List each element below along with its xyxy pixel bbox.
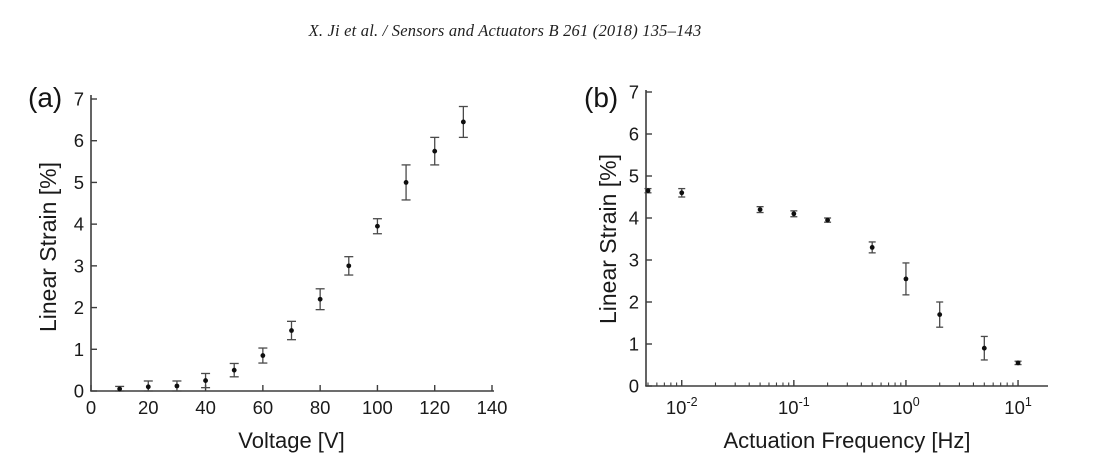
- x-tick-label: 10-1: [778, 395, 810, 418]
- data-point: [791, 211, 797, 217]
- y-tick-label: 1: [74, 339, 84, 360]
- y-tick-label: 4: [74, 214, 84, 235]
- y-tick-label: 5: [629, 166, 639, 187]
- y-tick-label: 0: [629, 376, 639, 397]
- data-point: [432, 148, 438, 154]
- x-tick-label: 40: [195, 397, 216, 418]
- y-tick-label: 7: [629, 82, 639, 103]
- x-tick-label: 10-2: [666, 395, 698, 418]
- panel-b-label: (b): [584, 82, 619, 113]
- data-point: [375, 223, 380, 229]
- y-tick-label: 3: [629, 250, 639, 271]
- data-point: [231, 367, 237, 373]
- series-strain-vs-voltage: [115, 105, 468, 392]
- x-tick-label: 120: [419, 397, 450, 418]
- data-point: [203, 378, 208, 383]
- y-tick-label: 6: [629, 124, 639, 145]
- x-tick-label: 100: [892, 395, 920, 418]
- x-tick-label: 101: [1004, 395, 1032, 418]
- x-tick-label: 140: [477, 397, 508, 418]
- data-point: [403, 180, 409, 185]
- data-point: [903, 276, 909, 282]
- x-tick-label: 100: [362, 397, 393, 418]
- data-point: [174, 383, 180, 389]
- y-axis-title: Linear Strain [%]: [595, 154, 621, 324]
- data-point: [645, 188, 651, 194]
- y-tick-label: 7: [74, 89, 84, 110]
- chart-a: 0 20 40 60 80 100 120 140 0 1 2 3 4 5 6 7 Voltage [V] Lin…: [35, 89, 507, 454]
- x-tick-label: 80: [310, 397, 331, 418]
- data-point: [145, 384, 151, 390]
- data-point: [757, 207, 763, 213]
- data-point: [260, 353, 266, 358]
- x-axis-title: Actuation Frequency [Hz]: [723, 428, 970, 453]
- panel-a-label: (a): [28, 82, 63, 113]
- data-point: [317, 296, 323, 302]
- data-point: [869, 245, 875, 250]
- data-point: [346, 263, 352, 269]
- journal-running-head: X. Ji et al. / Sensors and Actuators B 2…: [308, 21, 702, 40]
- y-tick-label: 3: [74, 255, 84, 276]
- y-tick-label: 2: [74, 297, 84, 318]
- x-tick-label: 20: [138, 397, 159, 418]
- data-point: [825, 217, 830, 223]
- data-point: [117, 386, 123, 392]
- y-tick-label: 0: [74, 381, 84, 402]
- y-tick-label: 2: [629, 292, 639, 313]
- x-tick-label: 0: [86, 397, 96, 418]
- y-axis-title: Linear Strain [%]: [35, 162, 61, 332]
- y-tick-label: 4: [629, 208, 639, 229]
- data-point: [289, 328, 294, 333]
- data-point: [1015, 360, 1021, 366]
- series-strain-vs-frequency: [644, 187, 1022, 366]
- data-point: [460, 119, 466, 125]
- x-tick-label: 60: [253, 397, 274, 418]
- y-tick-label: 6: [74, 130, 84, 151]
- data-point: [679, 190, 685, 196]
- y-tick-label: 1: [629, 334, 639, 355]
- x-axis-title: Voltage [V]: [238, 428, 344, 453]
- data-point: [937, 312, 943, 317]
- data-point: [981, 345, 987, 351]
- y-tick-label: 5: [74, 172, 84, 193]
